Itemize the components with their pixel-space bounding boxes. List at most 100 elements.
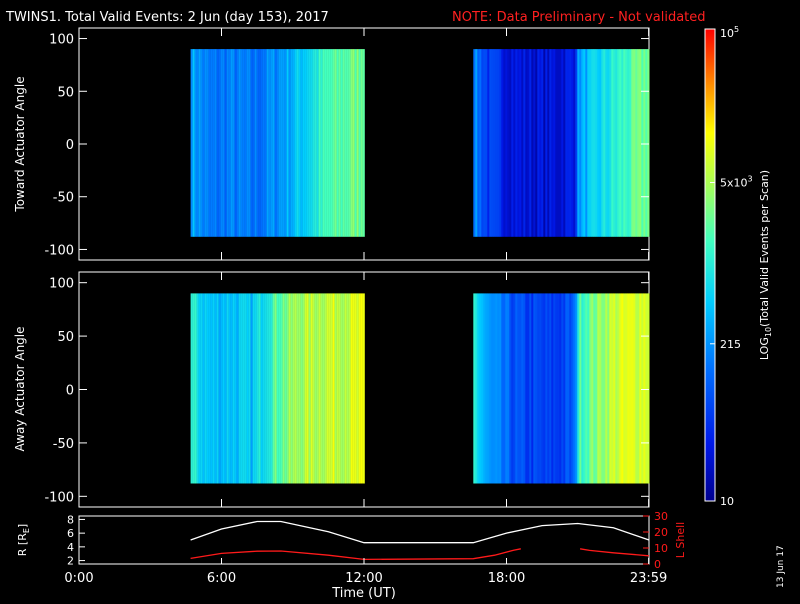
heatmap-column: [647, 49, 650, 237]
heatmap-column: [224, 293, 227, 484]
heatmap-column: [244, 49, 247, 237]
heatmap-column: [272, 293, 275, 484]
heatmap-column: [322, 293, 325, 484]
heatmap-column: [485, 293, 488, 484]
heatmap-column: [483, 49, 486, 237]
heatmap-column: [625, 293, 628, 484]
heatmap-column: [523, 49, 526, 237]
away-ytick-label: 0: [66, 384, 74, 399]
heatmap-column: [276, 49, 279, 237]
heatmap-column: [312, 293, 315, 484]
heatmap-column: [575, 293, 578, 484]
heatmap-column: [547, 293, 550, 484]
heatmap-column: [314, 293, 317, 484]
heatmap-column: [515, 49, 518, 237]
heatmap-column: [204, 49, 207, 237]
heatmap-column: [555, 49, 558, 237]
heatmap-column: [278, 293, 281, 484]
heatmap-column: [529, 49, 532, 237]
heatmap-column: [356, 49, 359, 237]
heatmap-column: [637, 49, 640, 237]
heatmap-column: [541, 49, 544, 237]
heatmap-column: [212, 49, 215, 237]
heatmap-column: [549, 293, 552, 484]
heatmap-column: [256, 293, 259, 484]
heatmap-column: [206, 293, 209, 484]
heatmap-column: [262, 49, 265, 237]
heatmap-column: [250, 49, 253, 237]
heatmap-column: [300, 49, 303, 237]
heatmap-column: [635, 293, 638, 484]
heatmap-column: [256, 49, 259, 237]
heatmap-column: [557, 49, 560, 237]
heatmap-column: [284, 49, 287, 237]
heatmap-column: [565, 49, 568, 237]
heatmap-column: [565, 293, 568, 484]
heatmap-column: [252, 293, 255, 484]
heatmap-column: [236, 293, 239, 484]
heatmap-column: [489, 49, 492, 237]
heatmap-column: [561, 49, 564, 237]
heatmap-column: [212, 293, 215, 484]
heatmap-column: [274, 293, 277, 484]
heatmap-column: [362, 49, 365, 237]
heatmap-column: [216, 49, 219, 237]
heatmap-column: [282, 49, 285, 237]
heatmap-column: [192, 293, 195, 484]
heatmap-column: [226, 293, 229, 484]
heatmap-column: [262, 293, 265, 484]
heatmap-column: [497, 49, 500, 237]
heatmap-column: [511, 293, 514, 484]
heatmap-column: [601, 293, 604, 484]
heatmap-column: [358, 293, 361, 484]
heatmap-column: [360, 293, 363, 484]
heatmap-column: [575, 49, 578, 237]
heatmap-column: [537, 293, 540, 484]
heatmap-column: [475, 293, 478, 484]
heatmap-column: [519, 293, 522, 484]
heatmap-column: [643, 49, 646, 237]
heatmap-column: [198, 293, 201, 484]
heatmap-column: [533, 49, 536, 237]
heatmap-column: [310, 293, 313, 484]
heatmap-column: [639, 49, 642, 237]
heatmap-column: [615, 293, 618, 484]
x-axis-title: Time (UT): [331, 586, 396, 600]
heatmap-column: [266, 49, 269, 237]
heatmap-column: [340, 49, 343, 237]
heatmap-column: [332, 293, 335, 484]
heatmap-column: [230, 49, 233, 237]
heatmap-column: [531, 49, 534, 237]
l-shell-line: [190, 548, 521, 561]
heatmap-column: [593, 49, 596, 237]
heatmap-column: [607, 49, 610, 237]
heatmap-column: [577, 293, 580, 484]
heatmap-column: [627, 293, 630, 484]
heatmap-column: [571, 293, 574, 484]
heatmap-column: [609, 49, 612, 237]
heatmap-column: [505, 293, 508, 484]
heatmap-column: [250, 293, 253, 484]
heatmap-column: [232, 49, 235, 237]
heatmap-column: [513, 49, 516, 237]
heatmap-column: [208, 49, 211, 237]
heatmap-column: [635, 49, 638, 237]
xtick-label: 18:00: [488, 571, 525, 586]
heatmap-column: [316, 49, 319, 237]
heatmap-column: [551, 293, 554, 484]
heatmap-column: [354, 49, 357, 237]
heatmap-column: [561, 293, 564, 484]
heatmap-column: [611, 49, 614, 237]
heatmap-column: [499, 293, 502, 484]
heatmap-column: [320, 293, 323, 484]
heatmap-column: [543, 293, 546, 484]
heatmap-column: [316, 293, 319, 484]
heatmap-column: [242, 293, 245, 484]
heatmap-column: [483, 293, 486, 484]
heatmap-column: [288, 293, 291, 484]
heatmap-column: [595, 293, 598, 484]
orbit-y2tick-label: 10: [654, 542, 668, 555]
colorbar-tick-label: 105: [720, 25, 739, 40]
heatmap-column: [559, 49, 562, 237]
